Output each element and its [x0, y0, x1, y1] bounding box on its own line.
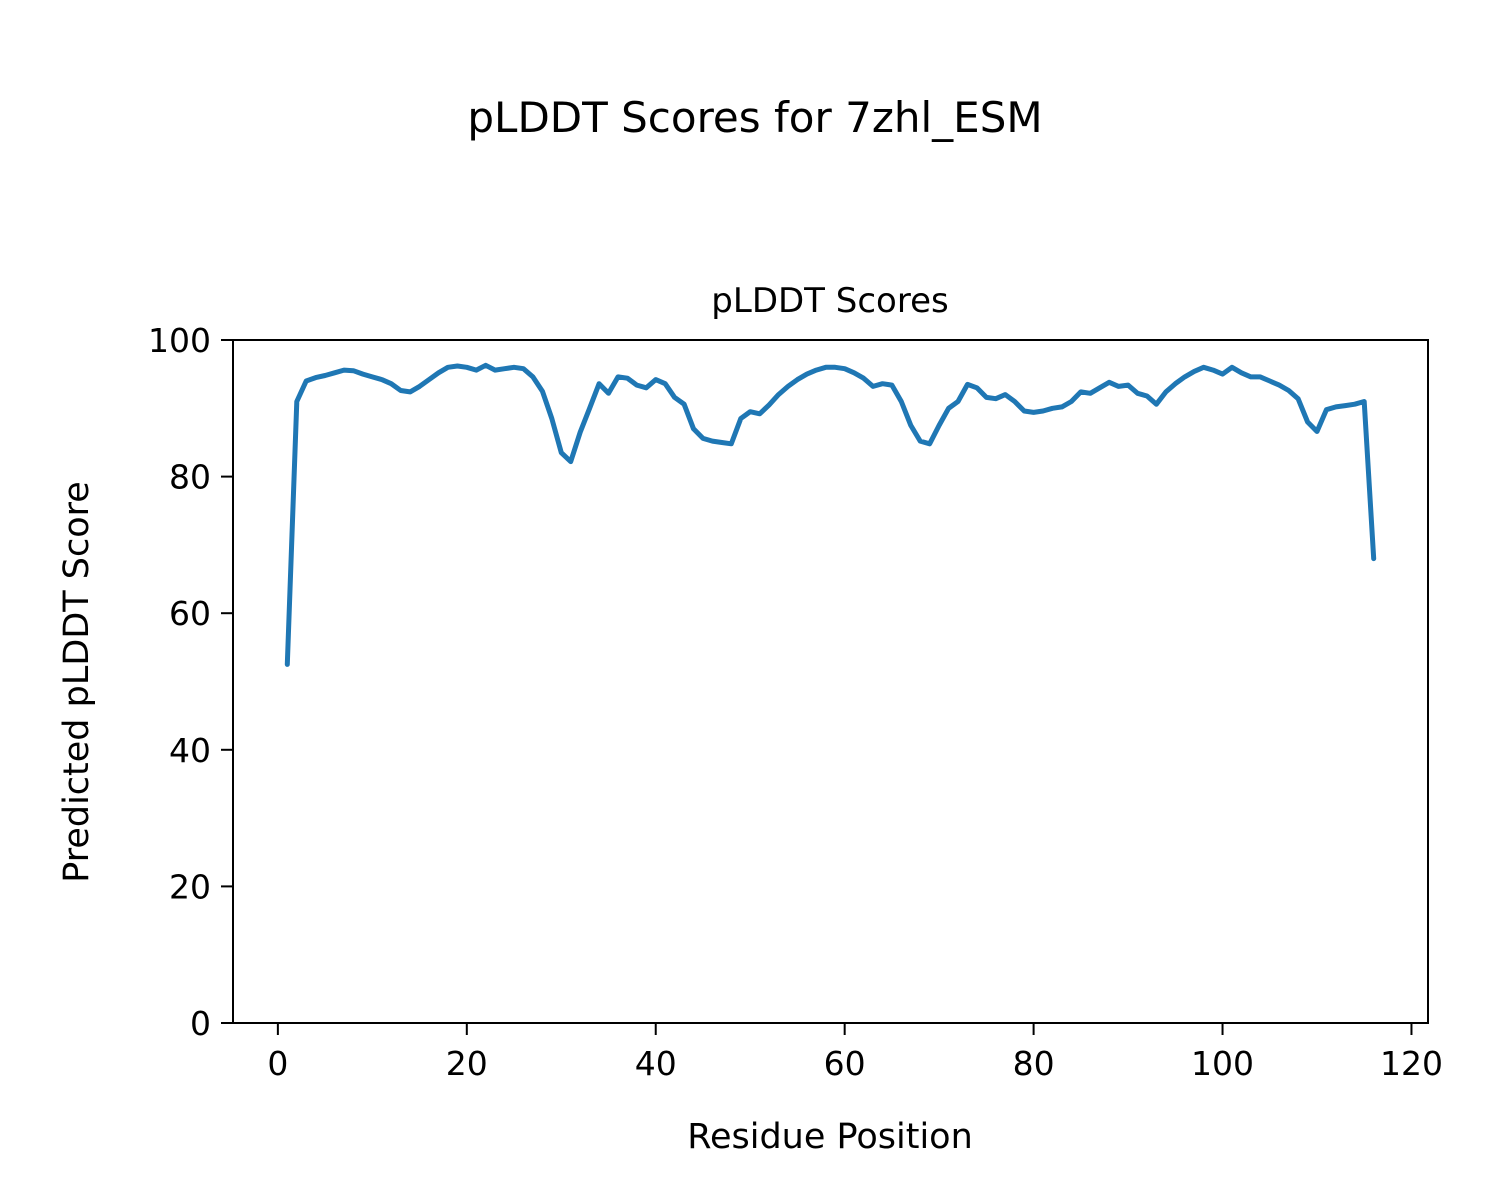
y-tick-label: 20: [169, 867, 211, 906]
y-axis-label: Predicted pLDDT Score: [57, 481, 97, 883]
y-tick-label: 80: [169, 458, 211, 497]
y-tick-label: 60: [169, 594, 211, 633]
x-tick-label: 20: [446, 1044, 488, 1083]
figure-title: pLDDT Scores for 7zhl_ESM: [467, 93, 1042, 142]
y-tick-label: 0: [190, 1004, 211, 1043]
x-axis-label: Residue Position: [687, 1117, 973, 1157]
y-tick-label: 100: [148, 321, 211, 360]
x-tick-label: 0: [267, 1044, 288, 1083]
x-tick-label: 40: [635, 1044, 677, 1083]
y-tick-label: 40: [169, 731, 211, 770]
y-ticks: 0 20 40 60 80 100: [148, 321, 233, 1043]
plot-area-border: [232, 339, 1429, 1024]
x-tick-label: 80: [1013, 1044, 1055, 1083]
axes-title: pLDDT Scores: [711, 281, 948, 321]
x-tick-label: 60: [824, 1044, 866, 1083]
x-ticks: 0 20 40 60 80 100 120: [267, 1023, 1443, 1083]
x-tick-label: 100: [1191, 1044, 1254, 1083]
plddt-line: [284, 362, 1377, 667]
x-tick-label: 120: [1380, 1044, 1443, 1083]
